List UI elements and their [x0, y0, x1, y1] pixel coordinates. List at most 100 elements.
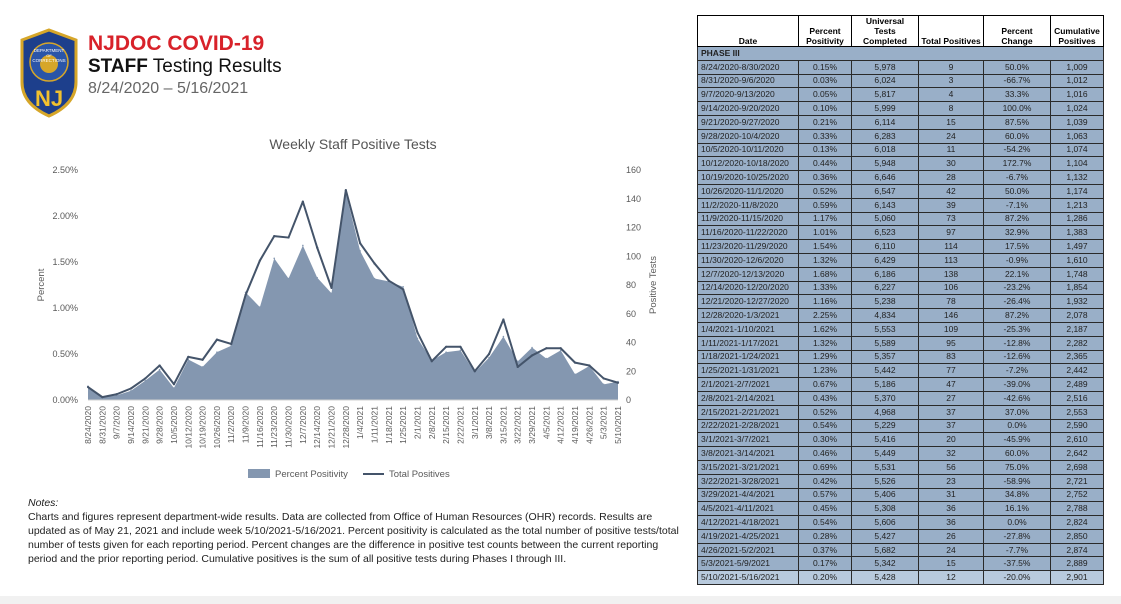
table-cell: 37.0% [983, 404, 1051, 420]
table-cell: 10/19/2020-10/25/2020 [697, 170, 799, 185]
table-cell: 73 [918, 211, 984, 227]
table-cell: 1,016 [1050, 87, 1104, 103]
testing-results-table: Date Percent Positivity Universal Tests Co… [697, 15, 1104, 586]
table-cell: 3/22/2021-3/28/2021 [697, 473, 799, 489]
total-positives-point [373, 262, 376, 265]
percent-positivity-point [273, 257, 276, 260]
table-cell: 6,547 [851, 183, 919, 199]
table-cell: 4 [918, 87, 984, 103]
table-cell: 4/19/2021-4/25/2021 [697, 528, 799, 544]
x-tick-label: 3/8/2021 [484, 406, 494, 439]
table-cell: 5,449 [851, 446, 919, 461]
table-row: 1/18/2021-1/24/2021 1.29% 5,357 83 -12.6% 2,3… [697, 349, 1104, 365]
table-cell: 9/21/2020-9/27/2020 [697, 114, 799, 130]
x-tick-label: 10/12/2020 [183, 406, 193, 449]
percent-positivity-point [531, 346, 533, 349]
table-cell: 0.20% [798, 570, 852, 586]
table-row: 4/5/2021-4/11/2021 0.45% 5,308 36 16.1% 2,788 [697, 501, 1104, 517]
total-positives-point [530, 354, 534, 357]
percent-positivity-point [574, 373, 576, 376]
table-cell: 20 [918, 432, 984, 448]
table-cell: 12/21/2020-12/27/2020 [697, 294, 799, 310]
table-cell: 1,748 [1050, 266, 1104, 282]
report-title: NJDOC COVID-19 [88, 32, 265, 55]
table-cell: 77 [918, 363, 984, 379]
table-cell: 2,752 [1050, 487, 1104, 503]
table-row: 3/8/2021-3/14/2021 0.46% 5,449 32 60.0% 2,642 [697, 446, 1104, 461]
table-cell: 0.17% [798, 556, 852, 572]
table-cell: 12 [918, 570, 984, 586]
total-positives-point [545, 347, 548, 350]
table-cell: -42.6% [983, 390, 1051, 406]
badge-line3: CORRECTIONS [32, 58, 65, 63]
table-cell: 2,282 [1050, 335, 1104, 351]
notes-label: Notes: [28, 497, 59, 509]
total-positives-point [215, 338, 219, 341]
table-row: 9/7/2020-9/13/2020 0.05% 5,817 4 33.3% 1,016 [697, 87, 1104, 103]
table-header-2: Universal Tests Completed [851, 15, 919, 47]
x-tick-label: 2/15/2021 [441, 406, 451, 444]
x-tick-label: 1/18/2021 [384, 406, 394, 444]
table-cell: -7.2% [983, 363, 1051, 379]
table-cell: 1.54% [798, 239, 852, 254]
x-tick-label: 9/7/2020 [112, 406, 122, 439]
table-cell: 5,238 [851, 294, 919, 310]
table-cell: 11/16/2020-11/22/2020 [697, 225, 799, 241]
table-cell: 5,948 [851, 156, 919, 172]
table-cell: 0.54% [798, 515, 852, 530]
table-cell: 0.36% [798, 170, 852, 185]
legend-total-positives-label: Total Positives [389, 469, 450, 480]
table-cell: 12/7/2020-12/13/2020 [697, 266, 799, 282]
table-cell: 3/1/2021-3/7/2021 [697, 432, 799, 448]
y-left-axis-label: Percent [36, 268, 47, 301]
total-positives-point [172, 383, 176, 386]
table-cell: 32 [918, 446, 984, 461]
table-row: 4/12/2021-4/18/2021 0.54% 5,606 36 0.0% 2,824 [697, 515, 1104, 530]
table-cell: 6,283 [851, 128, 919, 144]
table-cell: 0.54% [798, 418, 852, 434]
table-cell: 2,489 [1050, 377, 1104, 392]
total-positives-point [158, 364, 161, 367]
y-left-tick-label: 1.00% [52, 303, 78, 313]
percent-positivity-point [545, 357, 548, 360]
table-row: 1/11/2021-1/17/2021 1.32% 5,589 95 -12.8% 2,2… [697, 335, 1104, 351]
table-cell: 60.0% [983, 446, 1051, 461]
table-cell: 0.05% [798, 87, 852, 103]
table-cell: 9 [918, 59, 984, 75]
table-cell: 2/22/2021-2/28/2021 [697, 418, 799, 434]
table-cell: 1,932 [1050, 294, 1104, 310]
table-cell: 32.9% [983, 225, 1051, 241]
table-row: 10/5/2020-10/11/2020 0.13% 6,018 11 -54.2% 1,… [697, 142, 1104, 158]
table-row: 2/1/2021-2/7/2021 0.67% 5,186 47 -39.0% 2,489 [697, 377, 1104, 392]
table-cell: 4/5/2021-4/11/2021 [697, 501, 799, 517]
table-cell: 1.23% [798, 363, 852, 379]
table-cell: 1,074 [1050, 142, 1104, 158]
x-tick-label: 11/2/2020 [226, 406, 236, 443]
table-cell: 2,788 [1050, 501, 1104, 517]
table-cell: 3/8/2021-3/14/2021 [697, 446, 799, 461]
total-positives-point [101, 396, 104, 399]
y-left-tick-label: 2.50% [52, 165, 78, 175]
total-positives-point [115, 393, 118, 396]
y-right-tick-label: 0 [626, 395, 631, 405]
percent-positivity-point [502, 335, 505, 338]
table-cell: 27 [918, 390, 984, 406]
table-cell: 60.0% [983, 128, 1051, 144]
bottom-band [0, 596, 1121, 604]
table-cell: 5,531 [851, 459, 919, 475]
table-row: 1/4/2021-1/10/2021 1.62% 5,553 109 -25.3% 2,1… [697, 321, 1104, 337]
series-total-positives-line [87, 189, 619, 399]
table-cell: 24 [918, 128, 984, 144]
table-cell: 5,229 [851, 418, 919, 434]
table-cell: 6,024 [851, 73, 919, 89]
x-tick-label: 10/19/2020 [198, 406, 208, 449]
total-positives-point [445, 345, 448, 348]
table-cell: 2,698 [1050, 459, 1104, 475]
percent-positivity-point [230, 344, 233, 347]
percent-positivity-point [173, 387, 175, 389]
table-cell: 28 [918, 170, 984, 185]
table-cell: 5,428 [851, 570, 919, 586]
y-right-tick-label: 140 [626, 194, 641, 204]
table-cell: 50.0% [983, 59, 1051, 75]
table-row: 2/8/2021-2/14/2021 0.43% 5,370 27 -42.6% 2,51… [697, 390, 1104, 406]
